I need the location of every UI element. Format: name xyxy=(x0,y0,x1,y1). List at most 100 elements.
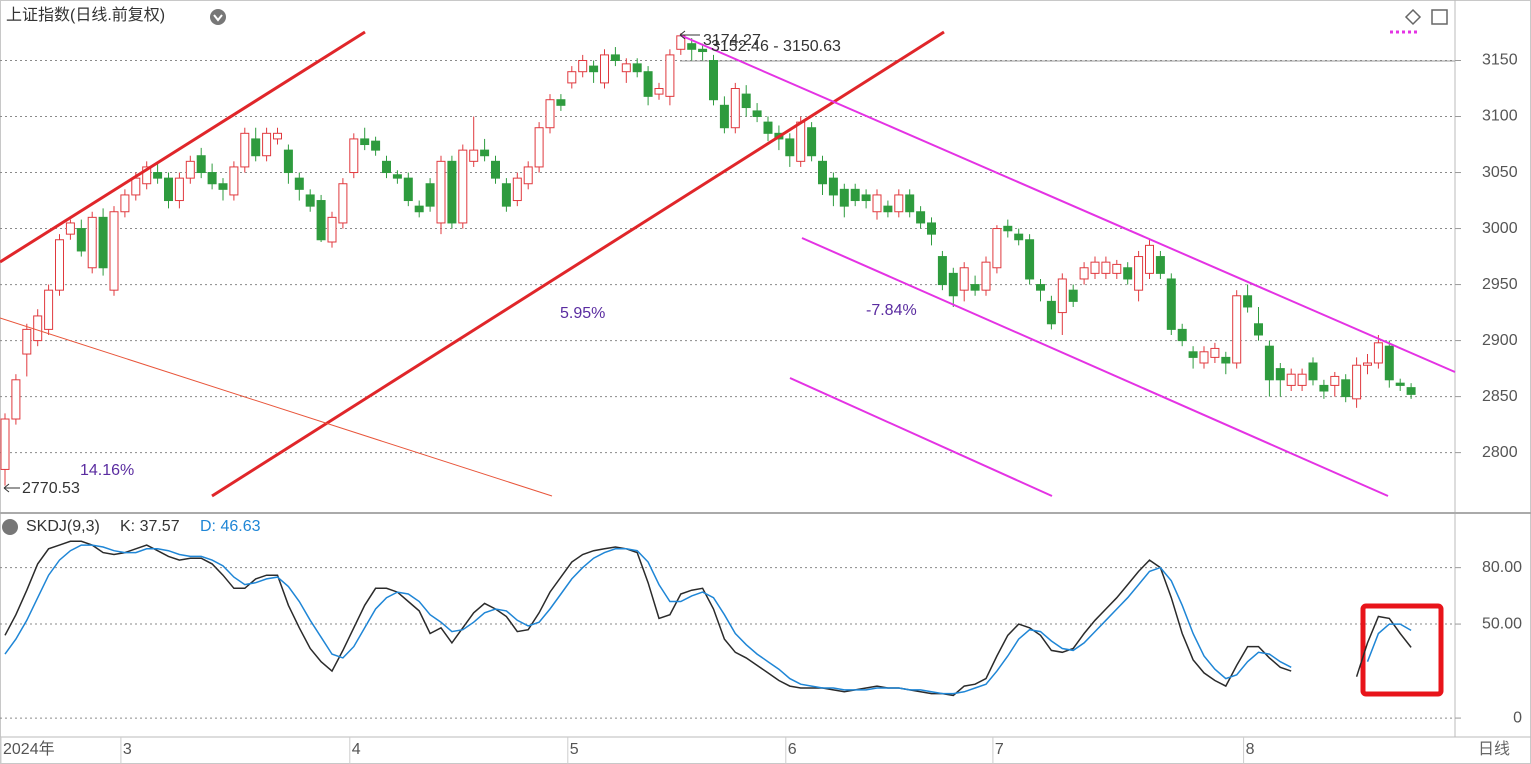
candle-body xyxy=(1166,278,1176,330)
candle-body xyxy=(338,183,348,224)
candle-body xyxy=(709,59,718,101)
candle-body xyxy=(1112,263,1122,274)
y-tick-label: 80.00 xyxy=(1482,559,1522,576)
candle-body xyxy=(534,127,544,168)
candle-body xyxy=(207,172,217,185)
candle-body xyxy=(1036,284,1045,291)
candle-body xyxy=(1341,379,1351,398)
candle-body xyxy=(1297,373,1307,386)
candle-body xyxy=(916,211,926,224)
indicator-title: SKDJ(9,3) xyxy=(26,518,100,535)
candle-body xyxy=(1232,295,1242,364)
highlight-box xyxy=(1360,603,1444,697)
candle-body xyxy=(1308,362,1318,381)
candle-body xyxy=(120,194,130,213)
candle-body xyxy=(185,160,195,179)
candle-body xyxy=(1275,368,1285,381)
candle-body xyxy=(1319,384,1329,392)
candle-body xyxy=(1363,362,1372,366)
candle-body xyxy=(1199,351,1209,364)
candle-body xyxy=(1155,256,1165,274)
dropdown-arrow xyxy=(213,14,223,22)
annotation: 5.95% xyxy=(560,305,605,322)
candle-body xyxy=(1406,387,1416,395)
candle-body xyxy=(523,166,533,185)
candle-body xyxy=(643,71,653,97)
y-tick-label: 3100 xyxy=(1482,108,1518,125)
trend-line xyxy=(0,30,366,264)
candle-body xyxy=(360,138,370,146)
candle-body xyxy=(850,188,860,202)
candle-body xyxy=(752,110,762,118)
candle-body xyxy=(1046,300,1056,325)
candle-body xyxy=(414,205,424,213)
candle-body xyxy=(763,121,773,134)
candle-body xyxy=(741,93,751,109)
candle-body xyxy=(828,177,838,196)
window-icon[interactable] xyxy=(1431,9,1448,25)
candle-body xyxy=(1090,261,1100,274)
channel-line xyxy=(679,34,1456,373)
draw-icon[interactable] xyxy=(1404,8,1422,26)
candle-body xyxy=(567,71,577,84)
dropdown-icon[interactable] xyxy=(210,9,226,25)
candle-body xyxy=(458,149,468,224)
candle-body xyxy=(578,59,588,73)
candle-body xyxy=(1373,342,1383,364)
candle-body xyxy=(905,194,915,213)
candle-body xyxy=(262,132,272,157)
candle-body xyxy=(305,194,315,207)
candle-body xyxy=(425,183,435,207)
y-tick-label: 3000 xyxy=(1482,220,1518,237)
candle-body xyxy=(1025,239,1035,280)
y-tick-label: 3050 xyxy=(1482,164,1518,181)
x-tick-label: 6 xyxy=(788,741,797,758)
candle-body xyxy=(1068,289,1078,302)
y-tick-label: 3150 xyxy=(1482,52,1518,69)
candle-body xyxy=(1384,345,1394,381)
candle-body xyxy=(1286,373,1296,386)
y-tick-label: 2950 xyxy=(1482,276,1518,293)
candle-body xyxy=(131,177,141,196)
candle-body xyxy=(1395,382,1405,386)
candle-body xyxy=(76,228,86,252)
chart-title: 上证指数(日线.前复权) xyxy=(6,6,165,24)
candle-body xyxy=(1188,351,1198,358)
x-tick-label: 2024年 xyxy=(3,740,55,758)
trend-line xyxy=(211,30,945,498)
candle-body xyxy=(491,160,500,179)
annotation: 3174.27 xyxy=(703,32,761,49)
candle-body xyxy=(1014,233,1024,241)
x-tick-label: 3 xyxy=(123,741,132,758)
candle-body xyxy=(1210,347,1220,358)
channel-line xyxy=(789,377,1053,497)
candle-body xyxy=(1079,267,1089,280)
candle-body xyxy=(1352,364,1362,400)
candle-body xyxy=(730,88,740,129)
indicator-line xyxy=(4,540,1412,697)
annotation: -7.84% xyxy=(866,302,917,319)
dropdown-icon[interactable] xyxy=(2,519,18,535)
candle-body xyxy=(164,177,173,202)
candle-body xyxy=(785,138,795,157)
candle-body xyxy=(469,149,479,162)
candle-body xyxy=(807,127,817,157)
candle-body xyxy=(142,166,152,185)
candle-body xyxy=(251,138,261,157)
y-tick-label: 2800 xyxy=(1482,444,1518,461)
candle-body xyxy=(240,132,250,168)
candle-body xyxy=(1134,256,1144,291)
candle-body xyxy=(861,194,871,202)
candle-body xyxy=(970,284,980,291)
candle-body xyxy=(600,54,609,84)
candle-body xyxy=(589,65,599,73)
candle-body xyxy=(632,63,642,73)
candle-body xyxy=(382,160,391,174)
channel-line xyxy=(801,237,1389,497)
candle-body xyxy=(0,418,10,470)
candle-body xyxy=(621,63,631,73)
x-tick-label: 4 xyxy=(352,741,361,758)
arrow xyxy=(679,30,700,40)
candle-body xyxy=(349,138,359,174)
